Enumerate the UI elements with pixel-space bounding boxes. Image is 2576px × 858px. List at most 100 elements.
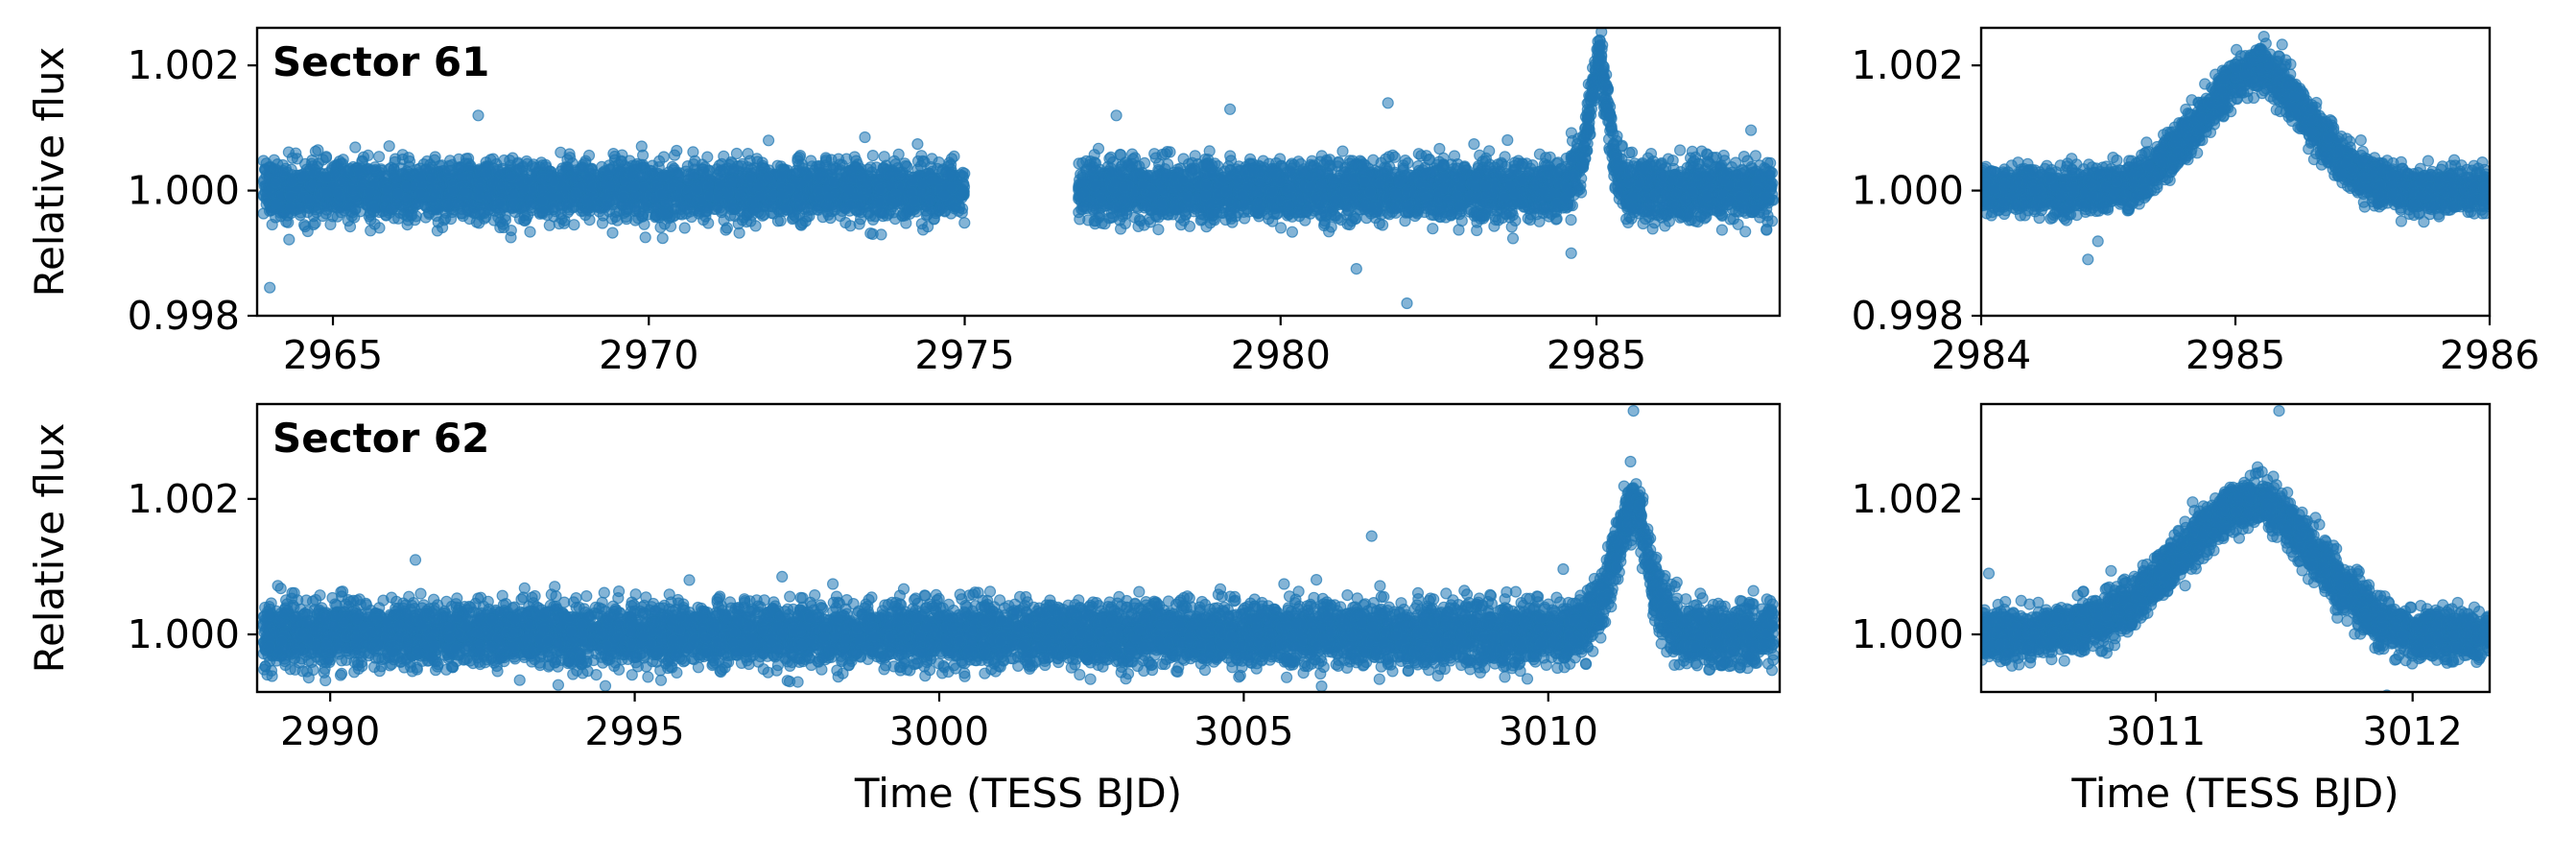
data-point: [1076, 203, 1089, 216]
data-point: [1138, 219, 1150, 231]
data-point: [783, 182, 795, 196]
data-point: [792, 192, 804, 204]
data-point: [823, 191, 836, 203]
data-point: [284, 202, 296, 214]
data-point: [301, 225, 314, 238]
data-point: [473, 217, 485, 229]
data-point: [1152, 211, 1165, 224]
data-point: [474, 205, 486, 218]
data-point: [762, 172, 775, 184]
data-point: [924, 194, 936, 207]
data-point: [543, 219, 555, 231]
data-point: [1074, 190, 1086, 203]
data-point: [1174, 219, 1188, 231]
data-point: [493, 197, 506, 209]
data-point: [624, 155, 636, 167]
data-point: [548, 176, 560, 188]
data-point: [801, 210, 814, 223]
data-point: [1220, 185, 1233, 198]
data-point: [946, 181, 958, 194]
data-point: [1224, 150, 1237, 162]
data-point: [826, 164, 839, 177]
data-point: [458, 185, 470, 198]
data-point: [687, 158, 700, 171]
data-point: [636, 210, 650, 223]
data-point: [724, 201, 738, 213]
data-point: [284, 190, 296, 203]
data-point: [386, 203, 398, 215]
data-point: [1082, 214, 1095, 226]
data-point: [414, 187, 426, 200]
data-point: [556, 162, 569, 175]
data-point: [270, 211, 282, 224]
data-point: [822, 208, 835, 221]
data-point: [555, 213, 568, 226]
data-point: [848, 151, 861, 163]
data-point: [878, 151, 890, 163]
data-point: [536, 205, 550, 218]
data-point: [1203, 145, 1216, 157]
data-point: [775, 169, 788, 181]
data-point: [1085, 162, 1099, 175]
data-point: [410, 210, 422, 223]
data-point: [762, 134, 775, 147]
data-point: [480, 167, 492, 180]
data-point: [727, 163, 741, 176]
data-point: [419, 211, 432, 224]
data-point: [1209, 157, 1221, 170]
data-point: [699, 210, 712, 223]
data-point: [362, 149, 374, 161]
data-point: [286, 176, 298, 188]
data-point: [1140, 200, 1152, 212]
data-point: [346, 183, 359, 197]
data-point: [1109, 177, 1123, 189]
data-point: [1118, 194, 1131, 206]
data-point: [656, 232, 669, 245]
data-point: [604, 179, 617, 192]
data-point: [714, 179, 727, 191]
data-point: [916, 224, 930, 236]
data-point: [828, 177, 840, 189]
data-point: [617, 190, 630, 203]
data-point: [639, 231, 651, 244]
data-point: [1107, 211, 1120, 224]
data-point: [1142, 169, 1154, 181]
data-point: [491, 165, 505, 178]
data-point: [956, 203, 969, 215]
data-point: [636, 149, 650, 161]
data-point: [751, 155, 764, 168]
data-point: [505, 231, 517, 244]
data-point: [671, 144, 683, 157]
data-point: [657, 170, 670, 182]
data-point: [319, 186, 332, 199]
data-point: [906, 175, 919, 187]
data-point: [568, 219, 580, 231]
data-point: [638, 198, 650, 210]
data-point: [655, 187, 668, 201]
data-point: [1205, 198, 1217, 210]
data-point: [349, 141, 362, 154]
data-point: [392, 212, 405, 225]
data-point: [525, 198, 537, 210]
data-point: [606, 226, 619, 239]
data-point: [627, 180, 641, 193]
data-point: [1115, 149, 1127, 161]
data-point: [363, 185, 375, 198]
data-point: [576, 161, 589, 174]
data-point: [396, 149, 409, 161]
data-point: [957, 166, 969, 179]
data-point: [680, 203, 694, 215]
data-point: [296, 168, 309, 180]
data-point: [456, 207, 468, 220]
data-point: [744, 172, 757, 185]
data-point: [1182, 192, 1194, 204]
data-point: [866, 150, 879, 162]
data-point: [309, 145, 321, 157]
data-point: [368, 161, 381, 174]
data-point: [270, 197, 282, 209]
data-point: [668, 162, 680, 175]
data-point: [722, 187, 735, 200]
data-point: [482, 191, 494, 203]
data-point: [667, 210, 679, 223]
